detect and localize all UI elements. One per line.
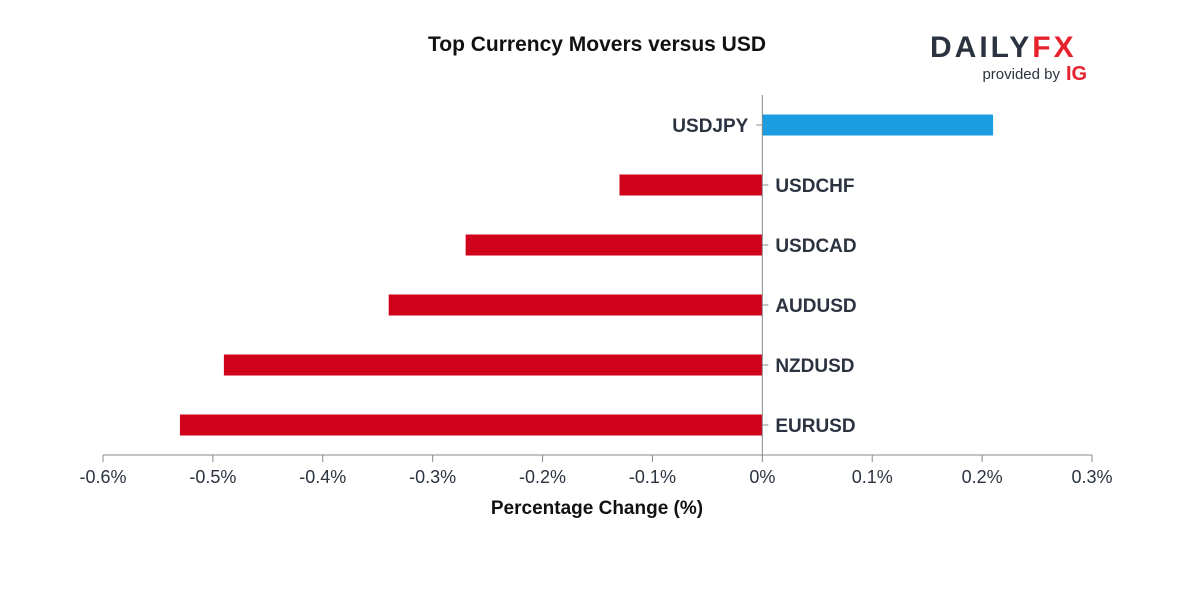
x-tick-label: 0% [749, 467, 775, 487]
bar-usdchf [619, 174, 763, 196]
category-label-usdcad: USDCAD [775, 236, 856, 257]
dailyfx-logo: DAILYFX provided by IG [930, 31, 1087, 85]
bar-nzdusd [223, 354, 763, 376]
logo-part-daily: DAILY [930, 31, 1032, 64]
logo-wordmark: DAILYFX [930, 31, 1077, 64]
ig-logo: IG [1066, 63, 1087, 85]
bar-eurusd [179, 414, 763, 436]
category-label-usdjpy: USDJPY [672, 116, 748, 137]
category-label-usdchf: USDCHF [775, 176, 854, 197]
category-label-audusd: AUDUSD [775, 296, 856, 317]
x-tick-label: 0.1% [852, 467, 893, 487]
x-tick-label: 0.2% [962, 467, 1003, 487]
bar-usdcad [465, 234, 763, 256]
x-tick-label: -0.5% [189, 467, 236, 487]
logo-part-fx: FX [1032, 31, 1076, 64]
x-tick-label: 0.3% [1071, 467, 1112, 487]
x-tick-label: -0.2% [519, 467, 566, 487]
category-label-eurusd: EURUSD [775, 416, 855, 437]
plot-area: USDJPY USDCHF USDCAD AUDUSD NZDUSD EURUSD -0.… [79, 95, 1113, 487]
bar-audusd [388, 294, 763, 316]
x-tick-label: -0.6% [79, 467, 126, 487]
bar-usdjpy [762, 114, 994, 136]
x-tick-label: -0.3% [409, 467, 456, 487]
provided-by-text: provided by [982, 66, 1060, 83]
x-tick-label: -0.4% [299, 467, 346, 487]
x-axis-title: Percentage Change (%) [491, 498, 703, 519]
chart-title: Top Currency Movers versus USD [428, 33, 766, 56]
x-tick-label: -0.1% [629, 467, 676, 487]
bars-group [179, 114, 994, 436]
category-label-nzdusd: NZDUSD [775, 356, 854, 377]
x-axis: -0.6% -0.5% -0.4% -0.3% -0.2% -0.1% 0% 0.1% 0.2%… [79, 454, 1113, 487]
y-axis: USDJPY USDCHF USDCAD AUDUSD NZDUSD EURUSD [672, 95, 857, 455]
